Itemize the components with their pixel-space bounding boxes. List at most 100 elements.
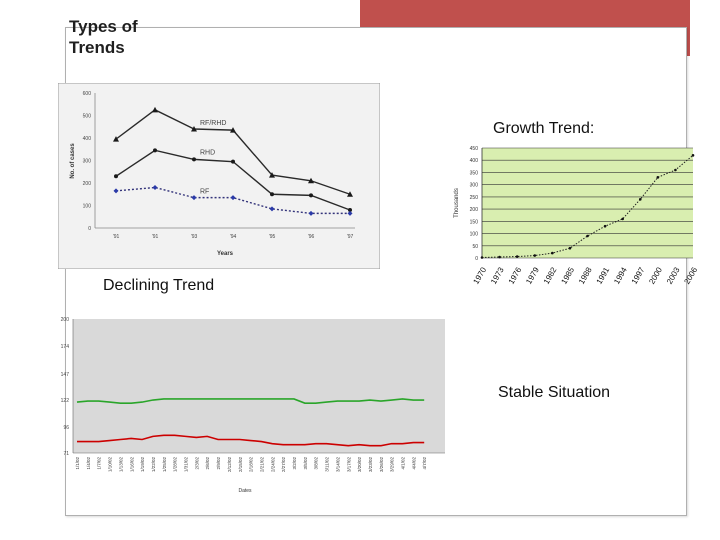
x-tick-label: 4/4/02 — [411, 457, 416, 470]
series-line — [76, 398, 425, 404]
data-point — [308, 177, 314, 184]
y-tick-label: 500 — [83, 114, 92, 120]
data-point — [498, 255, 501, 259]
x-tick-label: 2/12/02 — [227, 457, 232, 473]
data-point — [269, 206, 275, 212]
y-tick-label: 0 — [475, 256, 478, 262]
y-axis-label: Thousands — [454, 188, 460, 218]
x-tick-label: 1/28/02 — [173, 457, 178, 473]
y-tick-label: 200 — [61, 317, 70, 323]
data-point — [533, 254, 537, 257]
data-point — [347, 191, 353, 197]
data-point — [230, 195, 236, 201]
data-point — [113, 136, 119, 142]
stable-situation-label: Stable Situation — [498, 384, 611, 401]
x-tick-label: 2/6/02 — [205, 457, 210, 470]
y-tick-label: 122 — [61, 398, 70, 404]
x-tick-label: 2/24/02 — [270, 457, 275, 473]
x-tick-label: 1976 — [507, 265, 524, 285]
x-tick-label: 1/19/02 — [140, 457, 145, 473]
x-tick-label: 3/20/02 — [357, 457, 362, 473]
x-tick-label: 3/17/02 — [346, 457, 351, 473]
x-tick-label: 3/2/02 — [292, 457, 297, 470]
x-tick-label: 2/21/02 — [259, 457, 264, 473]
data-point — [551, 251, 554, 255]
plot-area — [73, 319, 445, 453]
data-point — [269, 172, 275, 178]
x-tick-label: 3/14/02 — [335, 457, 340, 473]
data-point — [231, 159, 235, 164]
x-tick-label: 4/7/02 — [422, 457, 427, 470]
x-tick-label: 2006 — [682, 265, 699, 285]
x-tick-label: 3/29/02 — [390, 457, 395, 473]
data-point — [152, 185, 158, 190]
x-tick-label: 1/13/02 — [118, 457, 123, 473]
data-point — [621, 217, 624, 221]
x-tick-label: 1994 — [612, 265, 629, 285]
x-tick-label: 4/1/02 — [401, 457, 406, 470]
data-point — [638, 198, 642, 201]
x-tick-label: 1997 — [630, 265, 647, 285]
y-tick-label: 71 — [63, 451, 69, 457]
x-tick-label: 1/4/02 — [86, 457, 91, 470]
x-tick-label: 1/25/02 — [162, 457, 167, 473]
growth-chart: 0 50 100 150 200 250 300 350 400 450 Thousands 1970… — [443, 140, 705, 296]
x-tick-label: 1988 — [577, 265, 594, 285]
data-point — [674, 168, 677, 172]
data-point — [230, 127, 236, 133]
data-point — [347, 210, 353, 216]
x-tick-label: '95 — [269, 234, 276, 240]
data-point — [308, 210, 314, 216]
growth-chart-svg: 0 50 100 150 200 250 300 350 400 450 Thousands 1970… — [454, 146, 699, 286]
x-tick-label: 1970 — [471, 265, 488, 285]
data-point — [270, 192, 274, 197]
x-tick-label: 1985 — [559, 265, 576, 285]
series-label: RHD — [200, 149, 215, 156]
series-label: RF/RHD — [200, 120, 226, 127]
x-axis-label: Dates — [238, 488, 252, 494]
data-point — [603, 224, 607, 228]
x-tick-label: 1/22/02 — [151, 457, 156, 473]
x-tick-label: '91 — [152, 234, 159, 240]
x-tick-label: 2/18/02 — [249, 457, 254, 473]
x-tick-label: '93 — [191, 234, 198, 240]
x-tick-label: 1/16/02 — [129, 457, 134, 473]
declining-trend-label: Declining Trend — [103, 277, 215, 294]
data-point — [656, 176, 660, 179]
y-tick-label: 100 — [83, 204, 92, 210]
series-line — [77, 434, 425, 447]
x-tick-label: 1991 — [595, 265, 612, 285]
data-point — [192, 157, 196, 162]
stable-chart-svg: 71 96 122 147 174 200 1/1/02 1/4/02 1/7/02 1/10/0… — [61, 317, 445, 494]
data-point — [153, 148, 157, 153]
y-tick-label: 400 — [470, 158, 479, 164]
y-tick-label: 400 — [83, 136, 92, 142]
declining-chart: 0 100 200 300 400 500 600 '91 '91 '93 '94 '95 '96 '97… — [58, 83, 380, 269]
x-tick-label: 3/8/02 — [314, 457, 319, 470]
title-line-1: Types of — [69, 17, 138, 36]
x-tick-label: 1/7/02 — [97, 457, 102, 470]
y-tick-label: 100 — [470, 232, 479, 238]
data-point — [309, 193, 313, 198]
x-tick-label: 1973 — [489, 265, 506, 285]
title-line-2: Trends — [69, 38, 125, 57]
y-tick-label: 50 — [472, 244, 478, 250]
data-point — [114, 174, 118, 179]
plot-area — [482, 148, 693, 258]
x-tick-label: 2/15/02 — [238, 457, 243, 473]
x-tick-label: 1/1/02 — [75, 457, 80, 470]
slide-title: Types of Trends — [69, 16, 138, 58]
data-point — [586, 234, 589, 238]
x-axis-label: Years — [217, 251, 234, 257]
data-point — [691, 154, 695, 157]
x-tick-label: 1982 — [542, 265, 559, 285]
x-tick-label: 1979 — [524, 265, 541, 285]
y-tick-label: 450 — [470, 146, 479, 152]
x-tick-label: 2003 — [665, 265, 682, 285]
y-axis-label: No. of cases — [70, 143, 76, 179]
data-point — [191, 195, 197, 201]
y-tick-label: 300 — [470, 183, 479, 189]
x-tick-label: 1/31/02 — [184, 457, 189, 473]
data-point — [480, 256, 484, 259]
declining-chart-svg: 0 100 200 300 400 500 600 '91 '91 '93 '94 '95 '96 '97… — [58, 83, 380, 269]
